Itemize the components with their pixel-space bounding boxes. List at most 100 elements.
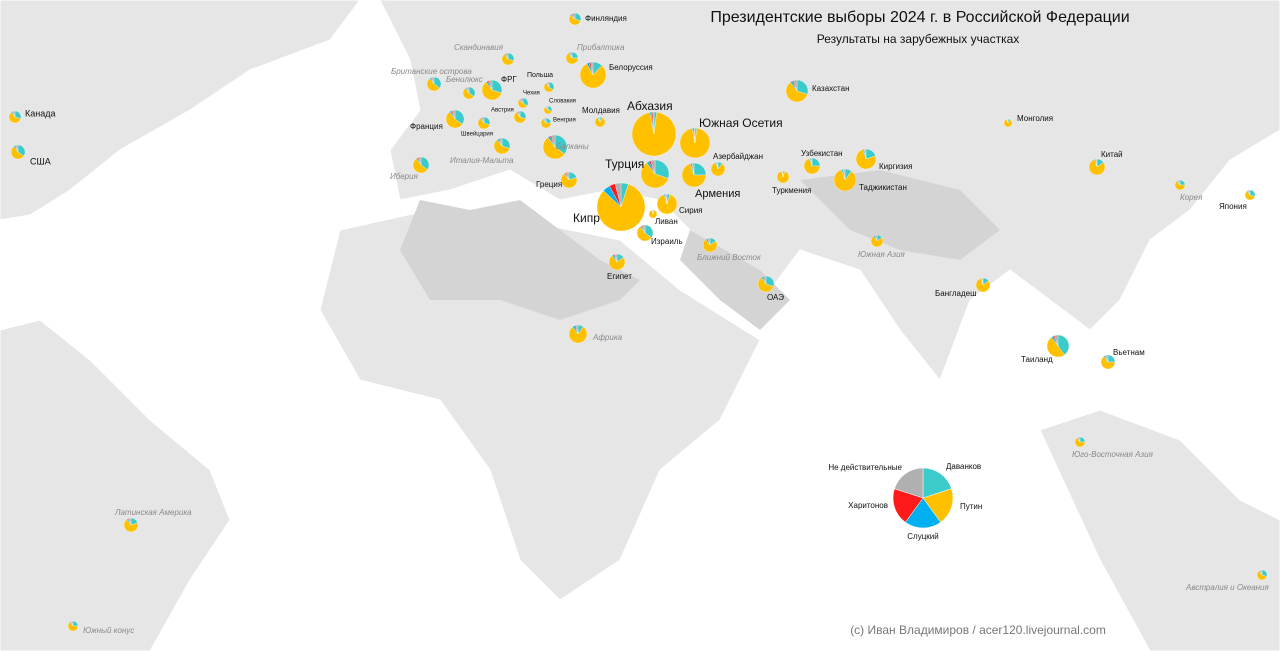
country-label: Словакия <box>549 99 576 105</box>
pie-slice <box>488 79 493 91</box>
country-label: Белоруссия <box>609 63 653 72</box>
pie-slice <box>517 99 528 109</box>
country-label: ОАЭ <box>767 293 784 302</box>
country-label: Канада <box>25 108 55 118</box>
pie-slice <box>1256 570 1267 581</box>
region-label: Южный конус <box>83 626 134 635</box>
country-label: Чехия <box>523 91 540 97</box>
region-label: Латинская Америка <box>114 508 192 517</box>
pie-slice <box>418 156 422 166</box>
pie-slice <box>843 168 846 181</box>
pie-slice <box>793 79 798 92</box>
pie-slice <box>452 109 456 120</box>
pie-slice <box>803 158 821 175</box>
pie-slice <box>12 110 16 118</box>
pie-slice <box>870 235 884 248</box>
pie-slice <box>648 210 658 219</box>
pie-slice <box>540 118 552 129</box>
pie-slice <box>1003 119 1013 128</box>
pie-slice <box>551 134 556 148</box>
country-label: Австрия <box>491 108 514 114</box>
pie-slice <box>71 620 74 627</box>
legend-label: Слуцкий <box>907 532 938 541</box>
region-label: Юго-Восточная Азия <box>1072 450 1154 459</box>
pie-slice <box>1244 190 1255 201</box>
legend-label: Путин <box>960 502 982 511</box>
legend: Даванков Путин Слуцкий Харитонов Не действит… <box>828 462 982 541</box>
pie-slice <box>1105 354 1109 363</box>
pie-slice <box>543 106 552 115</box>
pie-slice <box>855 149 877 170</box>
pie-slice <box>571 12 576 20</box>
country-label: Турция <box>605 157 644 171</box>
pie-slice <box>493 139 510 155</box>
pie-slice <box>702 239 718 253</box>
pie-slice <box>519 97 524 104</box>
pie-slice <box>875 234 878 242</box>
pie-slice <box>565 52 579 65</box>
region-label: Прибалтика <box>577 43 625 52</box>
pie-slice <box>763 275 767 285</box>
country-label: Израиль <box>651 237 683 246</box>
pie-slice <box>505 52 509 60</box>
region-label: Скандинавия <box>454 43 504 52</box>
pie-slice <box>445 111 463 129</box>
pie-slice <box>569 51 573 59</box>
pie-slice <box>568 15 581 26</box>
pie-slice <box>1100 356 1116 370</box>
pie-slice <box>692 162 695 176</box>
country-label: Кипр <box>573 211 600 225</box>
pie-slice <box>1078 436 1081 443</box>
country-label: США <box>30 156 51 166</box>
pie-slice <box>708 237 711 246</box>
pie-slice <box>650 159 656 175</box>
pie-slice <box>546 105 549 111</box>
pie-slice <box>501 53 514 66</box>
pie-slice <box>67 621 79 632</box>
country-label: Армения <box>695 188 740 200</box>
country-label: Южная Осетия <box>699 116 783 130</box>
pie-slice <box>681 163 707 188</box>
pie-slice <box>462 87 475 100</box>
pie-slice <box>1095 158 1098 168</box>
pie-slice <box>614 182 622 208</box>
pie-slice <box>1007 118 1009 124</box>
country-label: Греция <box>536 180 562 189</box>
country-label: Швейцария <box>461 131 493 138</box>
country-label: Узбекистан <box>801 149 843 158</box>
pie-slice <box>431 76 435 85</box>
country-label: Таиланд <box>1021 355 1053 364</box>
region-label: Балканы <box>556 142 589 151</box>
pie-slice <box>679 127 711 159</box>
pie-slice <box>594 117 606 128</box>
pie-slice <box>693 127 696 144</box>
title: Президентские выборы 2024 г. в Российско… <box>710 9 1129 26</box>
country-label: Азербайджан <box>713 152 763 161</box>
country-label: Египет <box>607 272 632 281</box>
pie-slice <box>975 278 991 293</box>
country-label: Монголия <box>1017 114 1053 123</box>
pie-slice <box>10 146 24 160</box>
pie-slice <box>1046 336 1065 358</box>
pie-slice <box>542 137 565 160</box>
south-america <box>0 319 231 651</box>
country-label: Франция <box>410 122 443 131</box>
pie-slice <box>710 162 726 177</box>
pie-slice <box>517 110 521 118</box>
country-label: Япония <box>1219 202 1247 211</box>
legend-swatch <box>922 467 952 499</box>
pie-slice <box>599 116 601 123</box>
africa <box>319 209 761 601</box>
region-label: Британские острова <box>391 67 472 76</box>
pie-slice <box>864 148 867 160</box>
credit: (c) Иван Владимиров / acer120.livejourna… <box>850 623 1106 637</box>
pie-slice <box>123 519 139 533</box>
pie-slice <box>412 158 428 174</box>
pie-slice <box>656 194 678 215</box>
region-label: Южная Азия <box>858 250 906 259</box>
legend-swatch <box>892 488 924 523</box>
country-label: Казахстан <box>812 84 850 93</box>
